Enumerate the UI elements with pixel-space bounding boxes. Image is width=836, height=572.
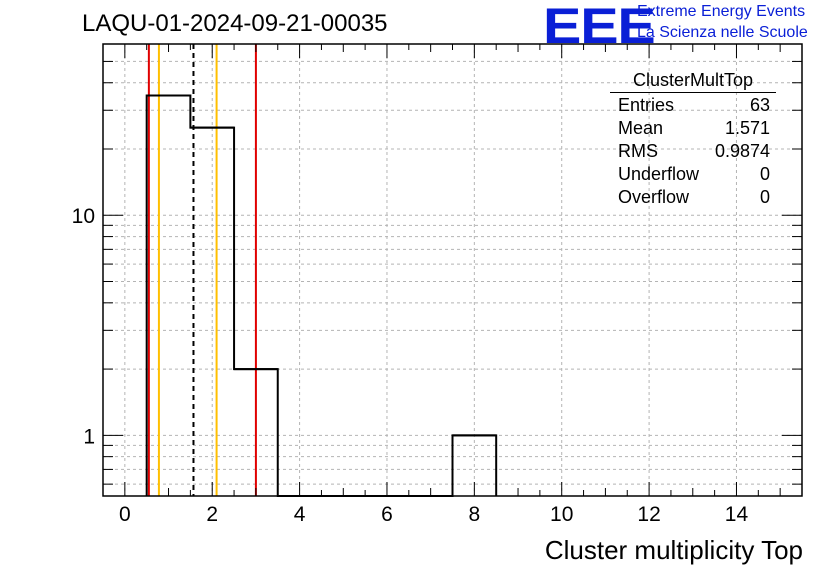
stats-row-overflow: Overflow 0 [610,186,776,209]
x-tick-label: 4 [294,503,306,526]
stats-row-underflow: Underflow 0 [610,163,776,186]
stats-label: Mean [618,118,664,138]
x-tick-label: 14 [725,503,749,526]
x-tick-label: 6 [381,503,393,526]
stats-row-entries: Entries 63 [610,94,776,117]
stats-box: ClusterMultTop Entries 63 Mean 1.571 RMS… [610,70,776,209]
stats-value: 0 [759,187,770,207]
stats-value: 63 [749,95,770,115]
x-tick-label: 8 [469,503,481,526]
stats-label: RMS [618,141,658,161]
stats-label: Entries [618,95,675,115]
plot-title: LAQU-01-2024-09-21-00035 [82,10,388,37]
stats-label: Overflow [618,187,690,207]
x-tick-label: 10 [550,503,573,526]
stats-value: 0 [759,164,770,184]
stats-value: 0.9874 [714,141,770,161]
logo-caption-line1: Extreme Energy Events [637,3,806,20]
stats-label: Underflow [618,164,700,184]
eee-logo: EEE [543,0,656,54]
x-tick-label: 0 [119,503,131,526]
x-axis-title: Cluster multiplicity Top [544,535,803,565]
histogram-outline [145,94,498,497]
y-tick-label: 10 [72,205,95,228]
y-tick-label: 1 [83,425,95,448]
stats-value: 1.571 [724,118,770,138]
stats-title: ClusterMultTop [610,70,776,93]
x-tick-label: 12 [637,503,660,526]
logo-caption-line2: La Scienza nelle Scuole [637,24,808,41]
stats-row-mean: Mean 1.571 [610,117,776,140]
stats-row-rms: RMS 0.9874 [610,140,776,163]
x-tick-label: 2 [206,503,218,526]
